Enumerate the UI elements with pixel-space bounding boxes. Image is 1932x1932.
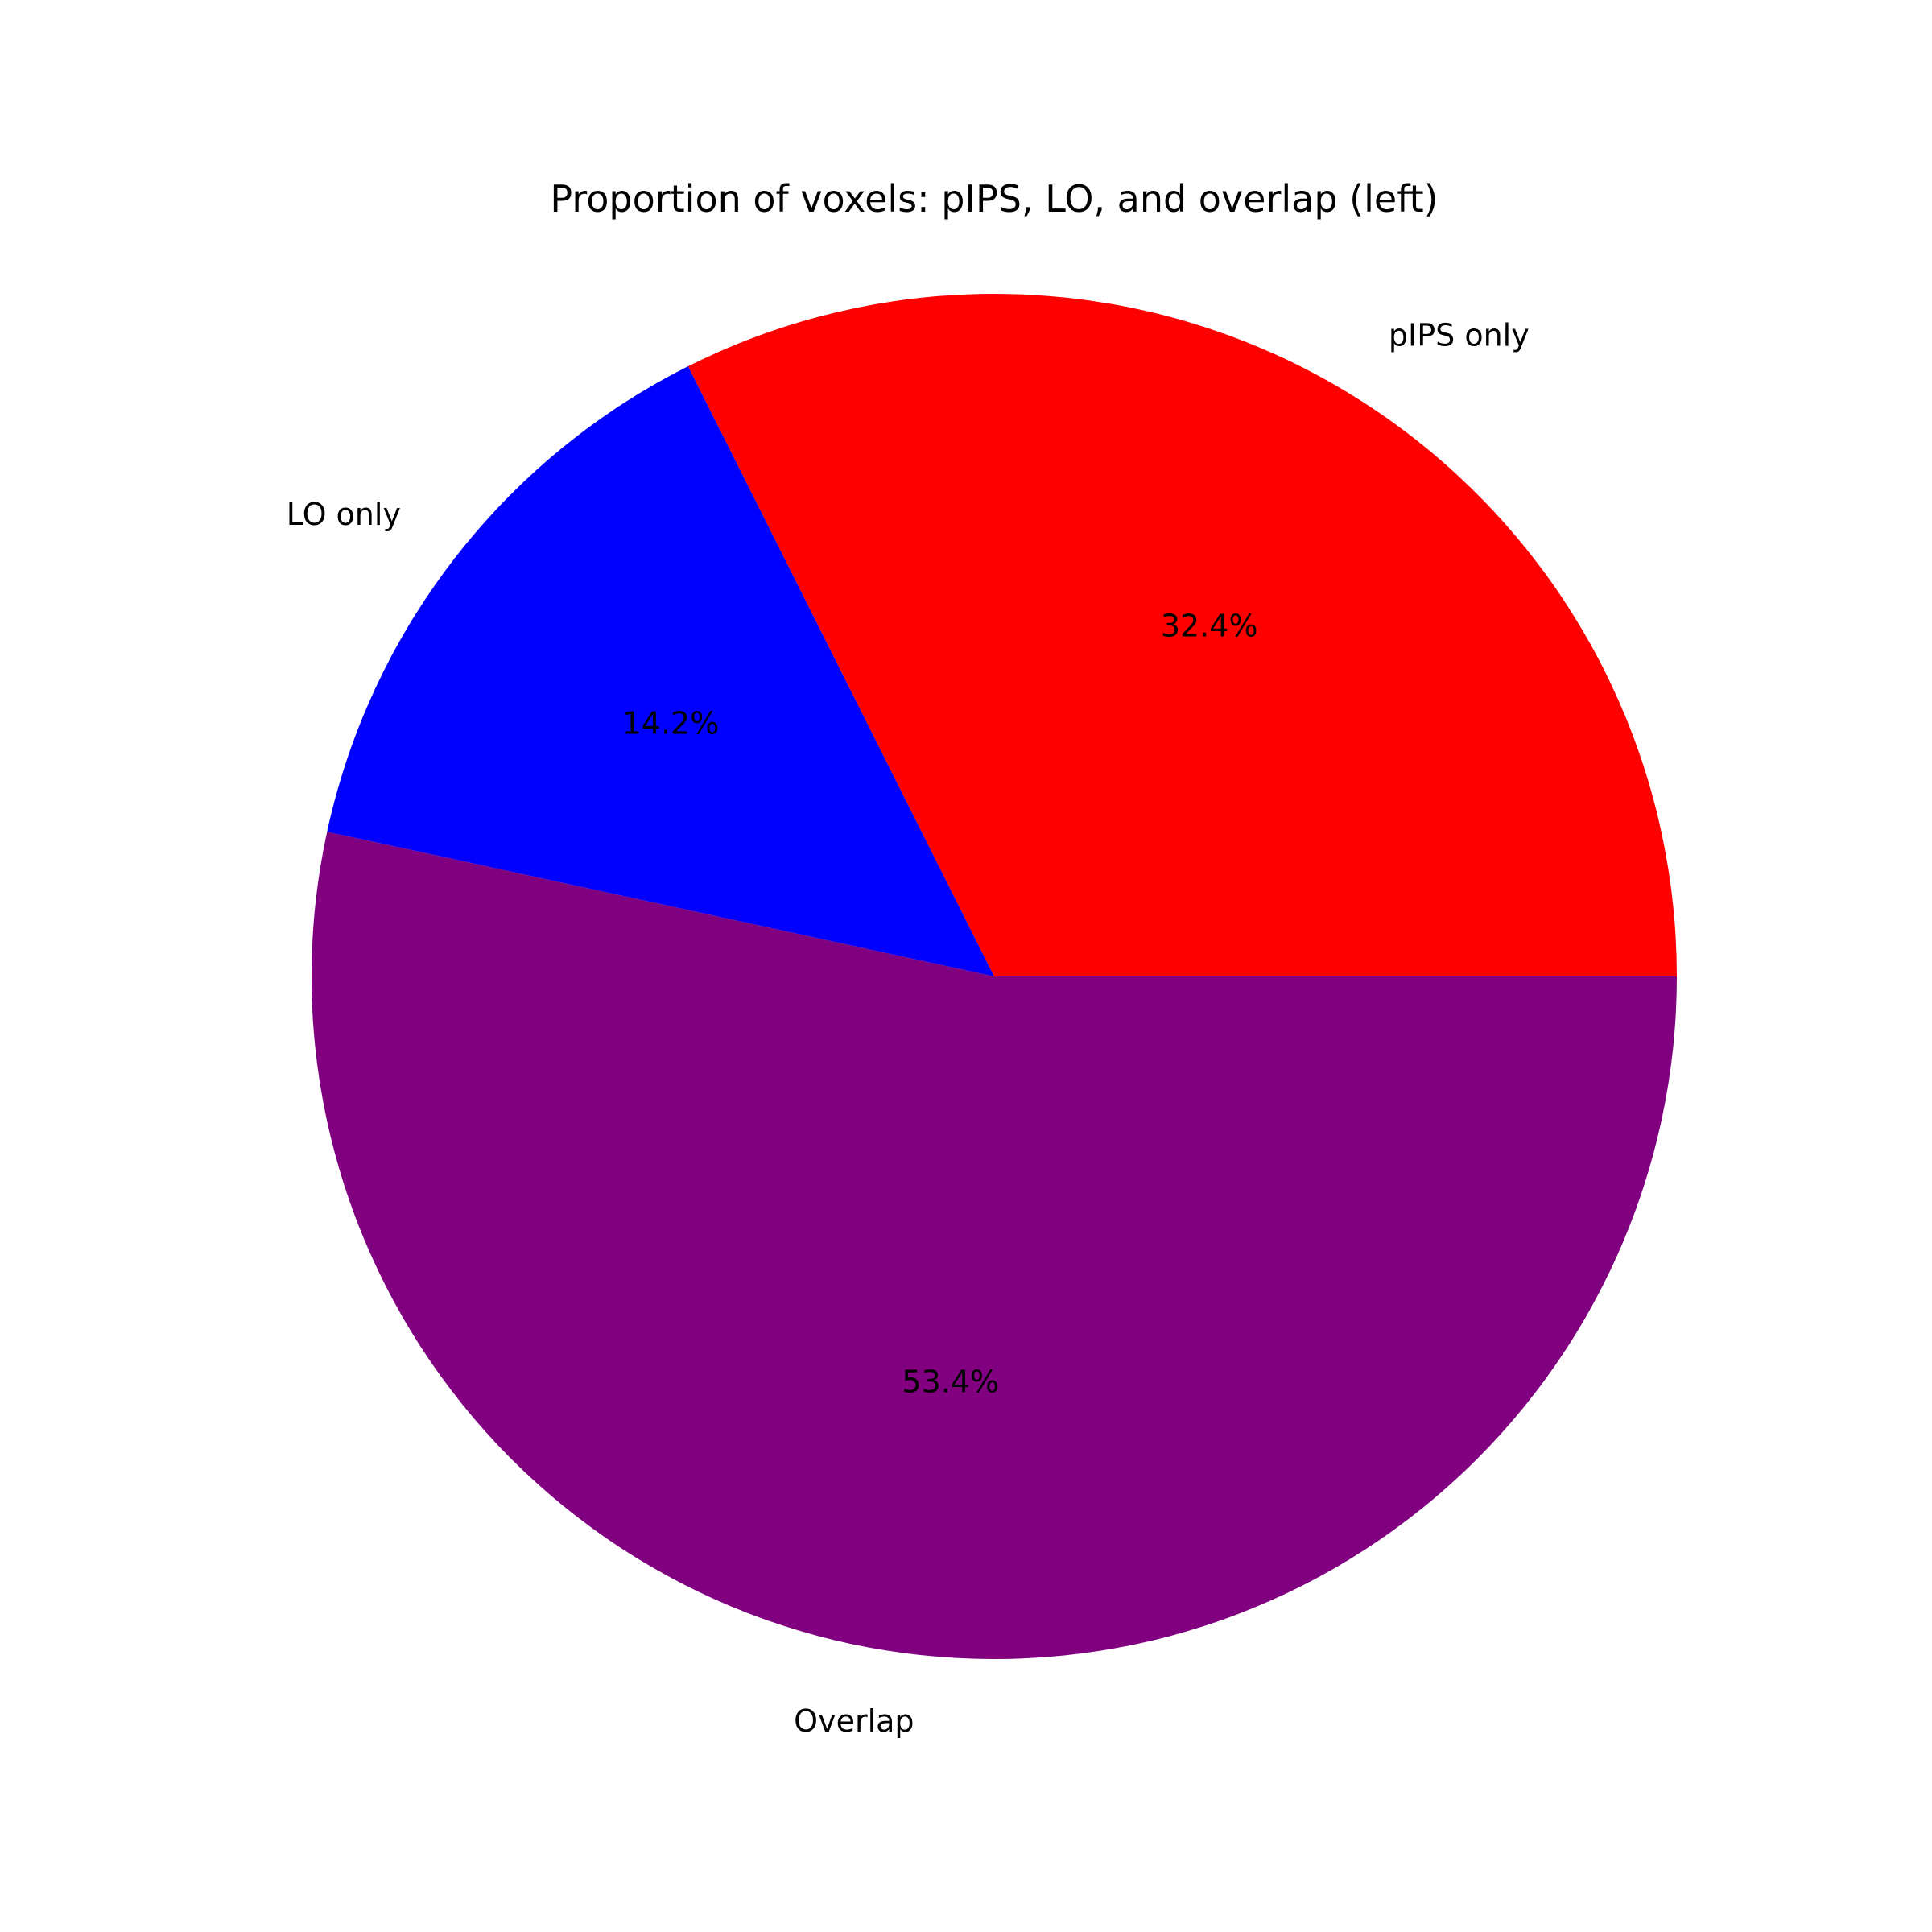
chart-title: Proportion of voxels: pIPS, LO, and over… [550, 177, 1438, 221]
slice-label-overlap: Overlap [794, 1703, 914, 1739]
slice-label-pips-only: pIPS only [1389, 318, 1530, 353]
pie-slices [312, 294, 1678, 1659]
pie-slice-lo-only [327, 366, 995, 976]
slice-label-lo-only: LO only [287, 497, 401, 532]
slice-percent-overlap: 53.4% [902, 1364, 999, 1399]
slice-percent-lo-only: 14.2% [622, 706, 720, 741]
pie-slice-pips-only [687, 294, 1678, 977]
pie-labels: pIPS only 32.4% LO only 14.2% Overlap 53.4% [287, 318, 1530, 1739]
slice-percent-pips-only: 32.4% [1161, 609, 1258, 644]
pie-slice-overlap [312, 832, 1677, 1659]
